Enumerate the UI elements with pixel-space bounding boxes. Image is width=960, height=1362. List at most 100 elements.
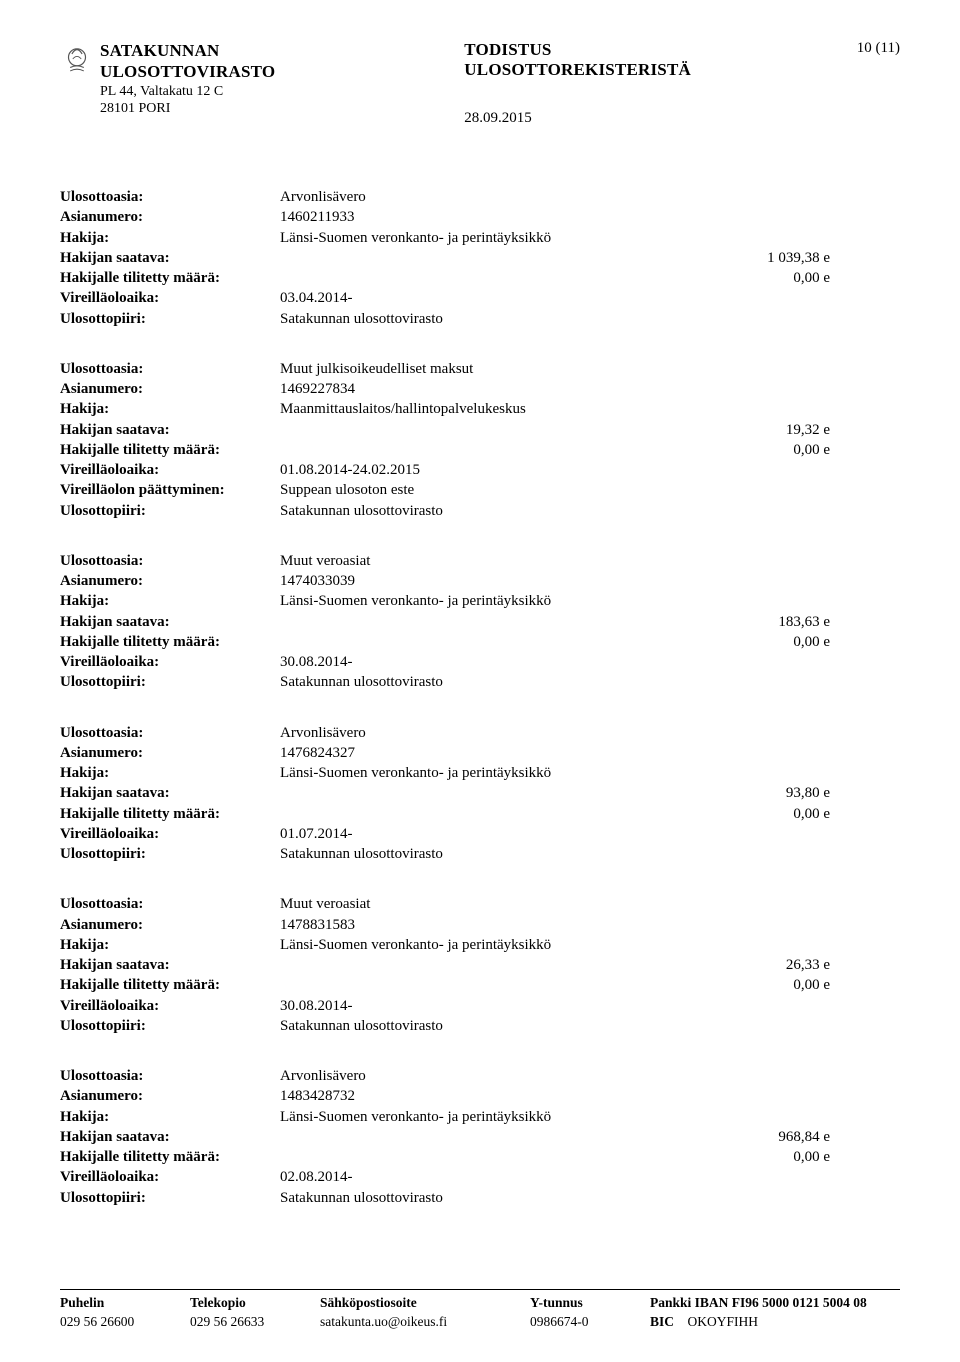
field-value: 1478831583 xyxy=(280,915,900,935)
org-block: SATAKUNNAN ULOSOTTOVIRASTO PL 44, Valtak… xyxy=(100,40,275,118)
field-value: Arvonlisävero xyxy=(280,187,900,207)
cases: Ulosottoasia:ArvonlisäveroAsianumero:146… xyxy=(60,187,900,1208)
field-label: Hakijan saatava: xyxy=(60,783,280,803)
field-value: 26,33 e xyxy=(280,955,900,975)
field-value: Länsi-Suomen veronkanto- ja perintäyksik… xyxy=(280,935,900,955)
case-row: Ulosottopiiri:Satakunnan ulosottovirasto xyxy=(60,1188,900,1208)
field-label: Hakijan saatava: xyxy=(60,955,280,975)
case-row: Hakijalle tilitetty määrä:0,00 e xyxy=(60,804,900,824)
doc-date: 28.09.2015 xyxy=(464,110,691,127)
field-label: Vireilläoloaika: xyxy=(60,460,280,480)
field-value: 0,00 e xyxy=(280,268,900,288)
field-value: 1474033039 xyxy=(280,571,900,591)
field-value: Suppean ulosoton este xyxy=(280,480,900,500)
field-label: Ulosottopiiri: xyxy=(60,672,280,692)
case-row: Asianumero:1476824327 xyxy=(60,743,900,763)
field-label: Ulosottopiiri: xyxy=(60,309,280,329)
case-row: Hakijalle tilitetty määrä:0,00 e xyxy=(60,975,900,995)
field-label: Asianumero: xyxy=(60,207,280,227)
case-row: Hakijan saatava:1 039,38 e xyxy=(60,248,900,268)
footer-head-bank-text: Pankki IBAN FI96 5000 0121 5004 08 xyxy=(650,1295,867,1310)
case-block: Ulosottoasia:ArvonlisäveroAsianumero:147… xyxy=(60,723,900,865)
field-label: Hakija: xyxy=(60,399,280,419)
case-row: Hakija:Länsi-Suomen veronkanto- ja perin… xyxy=(60,935,900,955)
footer: Puhelin Telekopio Sähköpostiosoite Y-tun… xyxy=(60,1289,900,1332)
footer-head-ytunnus: Y-tunnus xyxy=(530,1294,650,1313)
field-label: Hakija: xyxy=(60,228,280,248)
case-row: Asianumero:1460211933 xyxy=(60,207,900,227)
case-row: Ulosottoasia:Muut veroasiat xyxy=(60,894,900,914)
footer-ytunnus: 0986674-0 xyxy=(530,1313,650,1332)
field-label: Hakijan saatava: xyxy=(60,420,280,440)
footer-phone: 029 56 26600 xyxy=(60,1313,190,1332)
case-row: Vireilläolon päättyminen:Suppean ulosoto… xyxy=(60,480,900,500)
case-row: Ulosottoasia:Arvonlisävero xyxy=(60,723,900,743)
field-label: Asianumero: xyxy=(60,1086,280,1106)
case-row: Hakija:Länsi-Suomen veronkanto- ja perin… xyxy=(60,591,900,611)
case-row: Asianumero:1474033039 xyxy=(60,571,900,591)
field-value: 01.08.2014-24.02.2015 xyxy=(280,460,900,480)
field-label: Vireilläoloaika: xyxy=(60,824,280,844)
field-value: Muut veroasiat xyxy=(280,894,900,914)
field-value: 1483428732 xyxy=(280,1086,900,1106)
case-row: Asianumero:1469227834 xyxy=(60,379,900,399)
case-row: Ulosottopiiri:Satakunnan ulosottovirasto xyxy=(60,1016,900,1036)
field-label: Ulosottoasia: xyxy=(60,723,280,743)
case-row: Hakija:Länsi-Suomen veronkanto- ja perin… xyxy=(60,228,900,248)
case-row: Ulosottopiiri:Satakunnan ulosottovirasto xyxy=(60,309,900,329)
footer-head-bank: Pankki IBAN FI96 5000 0121 5004 08 xyxy=(650,1294,900,1313)
case-row: Vireilläoloaika:01.07.2014- xyxy=(60,824,900,844)
field-value: Länsi-Suomen veronkanto- ja perintäyksik… xyxy=(280,763,900,783)
case-row: Vireilläoloaika:30.08.2014- xyxy=(60,652,900,672)
field-value: Satakunnan ulosottovirasto xyxy=(280,1016,900,1036)
field-label: Hakija: xyxy=(60,1107,280,1127)
case-block: Ulosottoasia:Muut veroasiatAsianumero:14… xyxy=(60,551,900,693)
addr-line2: 28101 PORI xyxy=(100,100,275,118)
field-value: 0,00 e xyxy=(280,1147,900,1167)
doc-title-1: TODISTUS xyxy=(464,40,691,60)
field-label: Asianumero: xyxy=(60,379,280,399)
field-label: Ulosottoasia: xyxy=(60,1066,280,1086)
field-value: 30.08.2014- xyxy=(280,652,900,672)
org-line1: SATAKUNNAN xyxy=(100,40,275,61)
footer-fax: 029 56 26633 xyxy=(190,1313,320,1332)
footer-bic-label: BIC xyxy=(650,1314,674,1329)
field-value: 1 039,38 e xyxy=(280,248,900,268)
case-row: Vireilläoloaika:03.04.2014- xyxy=(60,288,900,308)
field-value: 30.08.2014- xyxy=(280,996,900,1016)
footer-bic-value: OKOYFIHH xyxy=(688,1314,759,1329)
case-row: Hakija:Länsi-Suomen veronkanto- ja perin… xyxy=(60,763,900,783)
case-row: Vireilläoloaika:01.08.2014-24.02.2015 xyxy=(60,460,900,480)
header-center: TODISTUS ULOSOTTOREKISTERISTÄ 28.09.2015 xyxy=(424,40,691,127)
case-row: Hakijan saatava:93,80 e xyxy=(60,783,900,803)
field-label: Ulosottoasia: xyxy=(60,894,280,914)
case-row: Asianumero:1483428732 xyxy=(60,1086,900,1106)
footer-head-row: Puhelin Telekopio Sähköpostiosoite Y-tun… xyxy=(60,1294,900,1313)
field-label: Ulosottoasia: xyxy=(60,359,280,379)
field-label: Hakijalle tilitetty määrä: xyxy=(60,268,280,288)
field-value: 968,84 e xyxy=(280,1127,900,1147)
field-value: Maanmittauslaitos/hallintopalvelukeskus xyxy=(280,399,900,419)
field-value: Muut julkisoikeudelliset maksut xyxy=(280,359,900,379)
field-label: Hakija: xyxy=(60,763,280,783)
page-indicator: 10 (11) xyxy=(840,40,900,57)
field-label: Hakijan saatava: xyxy=(60,612,280,632)
field-value: Arvonlisävero xyxy=(280,723,900,743)
field-value: 0,00 e xyxy=(280,975,900,995)
field-value: 02.08.2014- xyxy=(280,1167,900,1187)
footer-head-fax: Telekopio xyxy=(190,1294,320,1313)
header: SATAKUNNAN ULOSOTTOVIRASTO PL 44, Valtak… xyxy=(60,40,900,127)
field-value: 93,80 e xyxy=(280,783,900,803)
case-row: Ulosottoasia:Arvonlisävero xyxy=(60,1066,900,1086)
field-label: Hakija: xyxy=(60,591,280,611)
header-left: SATAKUNNAN ULOSOTTOVIRASTO PL 44, Valtak… xyxy=(60,40,275,118)
case-row: Ulosottoasia:Arvonlisävero xyxy=(60,187,900,207)
field-value: 1476824327 xyxy=(280,743,900,763)
field-label: Ulosottopiiri: xyxy=(60,844,280,864)
field-label: Hakijan saatava: xyxy=(60,1127,280,1147)
case-row: Ulosottopiiri:Satakunnan ulosottovirasto xyxy=(60,672,900,692)
page: SATAKUNNAN ULOSOTTOVIRASTO PL 44, Valtak… xyxy=(0,0,960,1362)
field-value: Länsi-Suomen veronkanto- ja perintäyksik… xyxy=(280,1107,900,1127)
field-label: Ulosottoasia: xyxy=(60,187,280,207)
field-label: Vireilläolon päättyminen: xyxy=(60,480,280,500)
